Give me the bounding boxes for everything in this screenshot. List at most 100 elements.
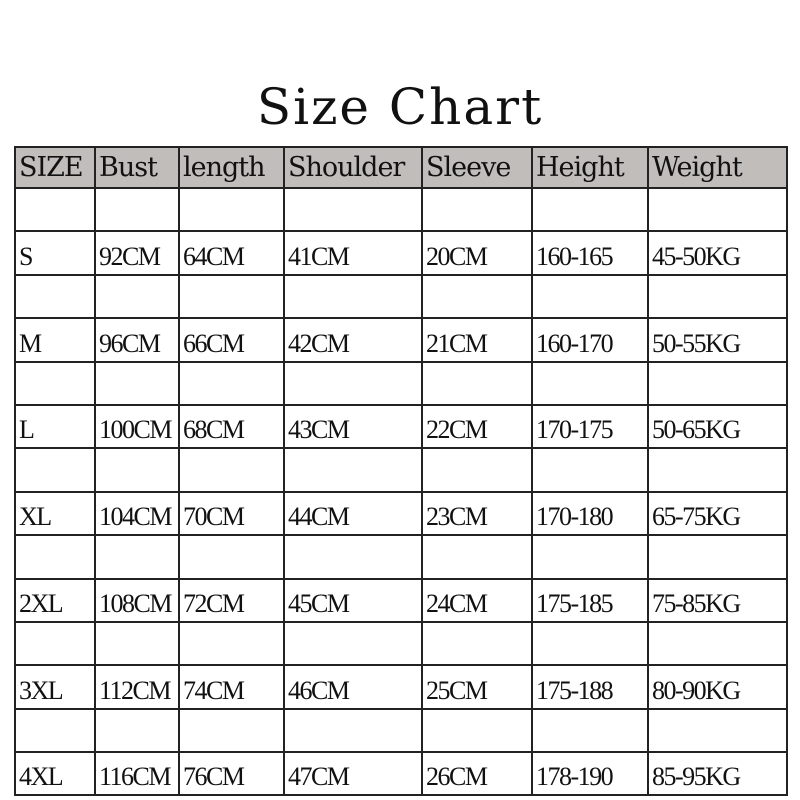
empty-cell	[531, 620, 649, 667]
cell-weight: 50-55KG	[647, 317, 788, 363]
cell-size: L	[14, 403, 96, 450]
table-row: 2XL 108CM 72CM 45CM 24CM 175-185 75-85KG	[14, 577, 788, 623]
empty-cell	[283, 360, 423, 406]
table-row: XL 104CM 70CM 44CM 23CM 170-180 65-75KG	[14, 490, 788, 537]
empty-cell	[421, 273, 533, 320]
empty-cell	[647, 360, 788, 406]
cell-weight: 85-95KG	[647, 751, 788, 797]
empty-cell	[94, 186, 180, 233]
cell-bust: 108CM	[94, 577, 180, 623]
empty-cell	[531, 273, 649, 320]
cell-weight: 45-50KG	[647, 230, 788, 276]
cell-shoulder: 45CM	[283, 577, 423, 623]
cell-sleeve: 24CM	[421, 577, 533, 623]
table-row: M 96CM 66CM 42CM 21CM 160-170 50-55KG	[14, 317, 788, 363]
empty-cell	[283, 620, 423, 667]
size-chart-table: SIZE Bust length Shoulder Sleeve Height …	[14, 146, 788, 797]
cell-length: 76CM	[178, 751, 285, 797]
empty-cell	[531, 447, 649, 493]
empty-cell	[647, 186, 788, 233]
cell-length: 64CM	[178, 230, 285, 276]
empty-cell	[647, 273, 788, 320]
cell-sleeve: 25CM	[421, 664, 533, 710]
empty-cell	[647, 447, 788, 493]
cell-bust: 96CM	[94, 317, 180, 363]
header-size: SIZE	[14, 146, 96, 189]
cell-shoulder: 43CM	[283, 403, 423, 450]
empty-cell	[421, 186, 533, 233]
cell-length: 72CM	[178, 577, 285, 623]
empty-cell	[178, 620, 285, 667]
empty-cell	[647, 707, 788, 754]
cell-length: 74CM	[178, 664, 285, 710]
empty-cell	[531, 186, 649, 233]
spacer-row	[14, 186, 788, 233]
cell-length: 68CM	[178, 403, 285, 450]
cell-size: 4XL	[14, 751, 96, 797]
empty-cell	[283, 273, 423, 320]
cell-weight: 75-85KG	[647, 577, 788, 623]
empty-cell	[531, 534, 649, 580]
cell-sleeve: 26CM	[421, 751, 533, 797]
header-height: Height	[531, 146, 649, 189]
cell-size: 2XL	[14, 577, 96, 623]
empty-cell	[94, 620, 180, 667]
table-row: S 92CM 64CM 41CM 20CM 160-165 45-50KG	[14, 230, 788, 276]
empty-cell	[283, 186, 423, 233]
cell-height: 175-185	[531, 577, 649, 623]
cell-height: 170-180	[531, 490, 649, 537]
cell-shoulder: 41CM	[283, 230, 423, 276]
cell-sleeve: 22CM	[421, 403, 533, 450]
cell-sleeve: 21CM	[421, 317, 533, 363]
empty-cell	[178, 447, 285, 493]
empty-cell	[421, 620, 533, 667]
empty-cell	[14, 360, 96, 406]
empty-cell	[647, 620, 788, 667]
spacer-row	[14, 620, 788, 667]
empty-cell	[14, 186, 96, 233]
cell-height: 178-190	[531, 751, 649, 797]
empty-cell	[178, 707, 285, 754]
cell-size: 3XL	[14, 664, 96, 710]
spacer-row	[14, 534, 788, 580]
empty-cell	[14, 273, 96, 320]
empty-cell	[94, 707, 180, 754]
spacer-row	[14, 447, 788, 493]
empty-cell	[14, 620, 96, 667]
spacer-row	[14, 360, 788, 406]
header-sleeve: Sleeve	[421, 146, 533, 189]
table-row: 4XL 116CM 76CM 47CM 26CM 178-190 85-95KG	[14, 751, 788, 797]
header-row: SIZE Bust length Shoulder Sleeve Height …	[14, 146, 788, 189]
empty-cell	[421, 534, 533, 580]
empty-cell	[178, 273, 285, 320]
cell-size: S	[14, 230, 96, 276]
header-length: length	[178, 146, 285, 189]
cell-bust: 100CM	[94, 403, 180, 450]
cell-bust: 104CM	[94, 490, 180, 537]
cell-length: 70CM	[178, 490, 285, 537]
empty-cell	[178, 534, 285, 580]
cell-bust: 112CM	[94, 664, 180, 710]
empty-cell	[14, 447, 96, 493]
table-row: L 100CM 68CM 43CM 22CM 170-175 50-65KG	[14, 403, 788, 450]
empty-cell	[178, 360, 285, 406]
cell-height: 160-165	[531, 230, 649, 276]
empty-cell	[531, 360, 649, 406]
empty-cell	[421, 360, 533, 406]
header-weight: Weight	[647, 146, 788, 189]
table-row: 3XL 112CM 74CM 46CM 25CM 175-188 80-90KG	[14, 664, 788, 710]
cell-sleeve: 20CM	[421, 230, 533, 276]
empty-cell	[421, 707, 533, 754]
cell-weight: 80-90KG	[647, 664, 788, 710]
spacer-row	[14, 273, 788, 320]
empty-cell	[421, 447, 533, 493]
empty-cell	[283, 534, 423, 580]
cell-sleeve: 23CM	[421, 490, 533, 537]
empty-cell	[647, 534, 788, 580]
cell-height: 175-188	[531, 664, 649, 710]
empty-cell	[94, 360, 180, 406]
empty-cell	[14, 534, 96, 580]
empty-cell	[94, 447, 180, 493]
table-body: S 92CM 64CM 41CM 20CM 160-165 45-50KG M 96CM 66CM…	[14, 186, 788, 797]
header-bust: Bust	[94, 146, 180, 189]
